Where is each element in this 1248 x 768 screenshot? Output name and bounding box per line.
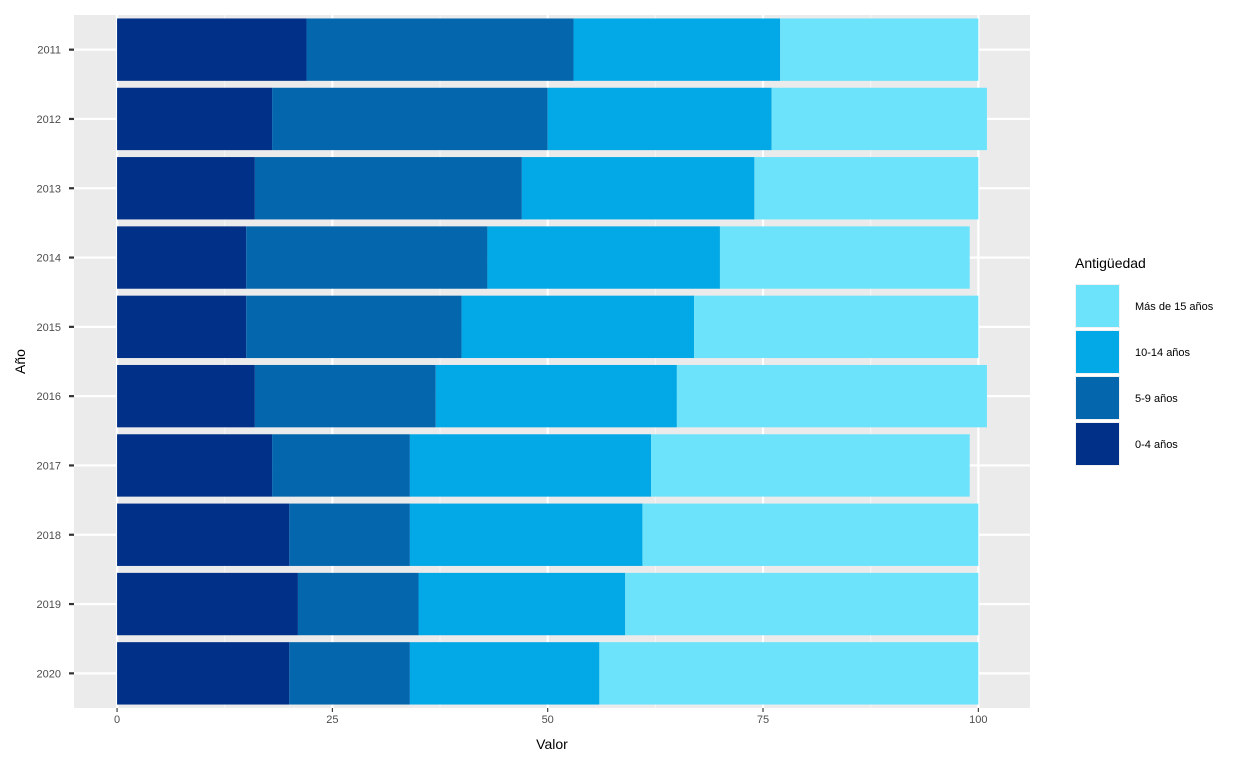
bar-segment (306, 18, 574, 81)
bar-segment (642, 503, 979, 566)
bar-segment (409, 642, 600, 705)
y-tick-label: 2017 (37, 460, 61, 472)
bar-segment (487, 226, 720, 289)
bar-segment (117, 503, 290, 566)
bar-segment (461, 295, 695, 359)
bar-segment (599, 642, 979, 705)
y-axis-title: Año (12, 349, 28, 374)
x-tick-label: 100 (969, 714, 987, 726)
legend-swatch (1076, 285, 1119, 327)
bar-segment (117, 572, 298, 636)
x-tick-label: 25 (326, 714, 338, 726)
bar-segment (254, 157, 522, 220)
bar-segment (246, 226, 488, 289)
bar-segment (625, 572, 979, 636)
bar-segment (117, 157, 255, 220)
x-axis: 0 25 50 75 100 (114, 708, 988, 726)
legend-label: Más de 15 años (1135, 301, 1214, 313)
x-tick-label: 75 (757, 714, 769, 726)
bar-segment (676, 364, 987, 428)
y-tick-label: 2020 (37, 668, 61, 680)
bar-segment (117, 434, 273, 497)
legend-label: 10-14 años (1135, 347, 1191, 359)
x-tick-label: 50 (542, 714, 554, 726)
bar-segment (694, 295, 979, 359)
y-tick-label: 2012 (37, 114, 61, 126)
bars (117, 18, 987, 705)
bar-segment (521, 157, 755, 220)
bar-segment (254, 364, 436, 428)
legend-label: 0-4 años (1135, 439, 1178, 451)
legend-title: Antigüedad (1075, 255, 1146, 271)
bar-segment (289, 503, 410, 566)
bar-segment (246, 295, 462, 359)
y-tick-label: 2019 (37, 599, 61, 611)
y-tick-label: 2015 (37, 322, 61, 334)
bar-segment (272, 434, 410, 497)
bar-segment (418, 572, 626, 636)
bar-segment (719, 226, 970, 289)
bar-segment (117, 642, 290, 705)
bar-segment (289, 642, 410, 705)
bar-segment (547, 87, 772, 151)
y-tick-label: 2013 (37, 183, 61, 195)
bar-segment (117, 295, 247, 359)
bar-segment (771, 87, 987, 151)
bar-segment (117, 226, 247, 289)
x-axis-title: Valor (536, 736, 568, 752)
x-tick-label: 0 (114, 714, 120, 726)
legend-swatch (1076, 331, 1119, 373)
bar-segment (780, 18, 979, 81)
bar-segment (651, 434, 970, 497)
bar-segment (117, 18, 307, 81)
legend-swatch (1076, 377, 1119, 419)
bar-segment (435, 364, 677, 428)
bar-segment (272, 87, 548, 151)
bar-segment (297, 572, 419, 636)
y-tick-label: 2011 (37, 45, 61, 57)
legend: Antigüedad Más de 15 años 10-14 años 5-9 a… (1075, 255, 1214, 466)
y-tick-label: 2016 (37, 391, 61, 403)
bar-segment (754, 157, 979, 220)
legend-swatch (1076, 423, 1119, 465)
y-axis: 2011 2012 2013 2014 2015 2016 2017 2018 2019 2020 (37, 45, 74, 680)
bar-segment (409, 503, 643, 566)
bar-segment (117, 87, 273, 151)
bar-segment (409, 434, 652, 497)
y-tick-label: 2014 (37, 253, 61, 265)
bar-segment (117, 364, 255, 428)
bar-segment (573, 18, 781, 81)
y-tick-label: 2018 (37, 530, 61, 542)
legend-label: 5-9 años (1135, 393, 1178, 405)
